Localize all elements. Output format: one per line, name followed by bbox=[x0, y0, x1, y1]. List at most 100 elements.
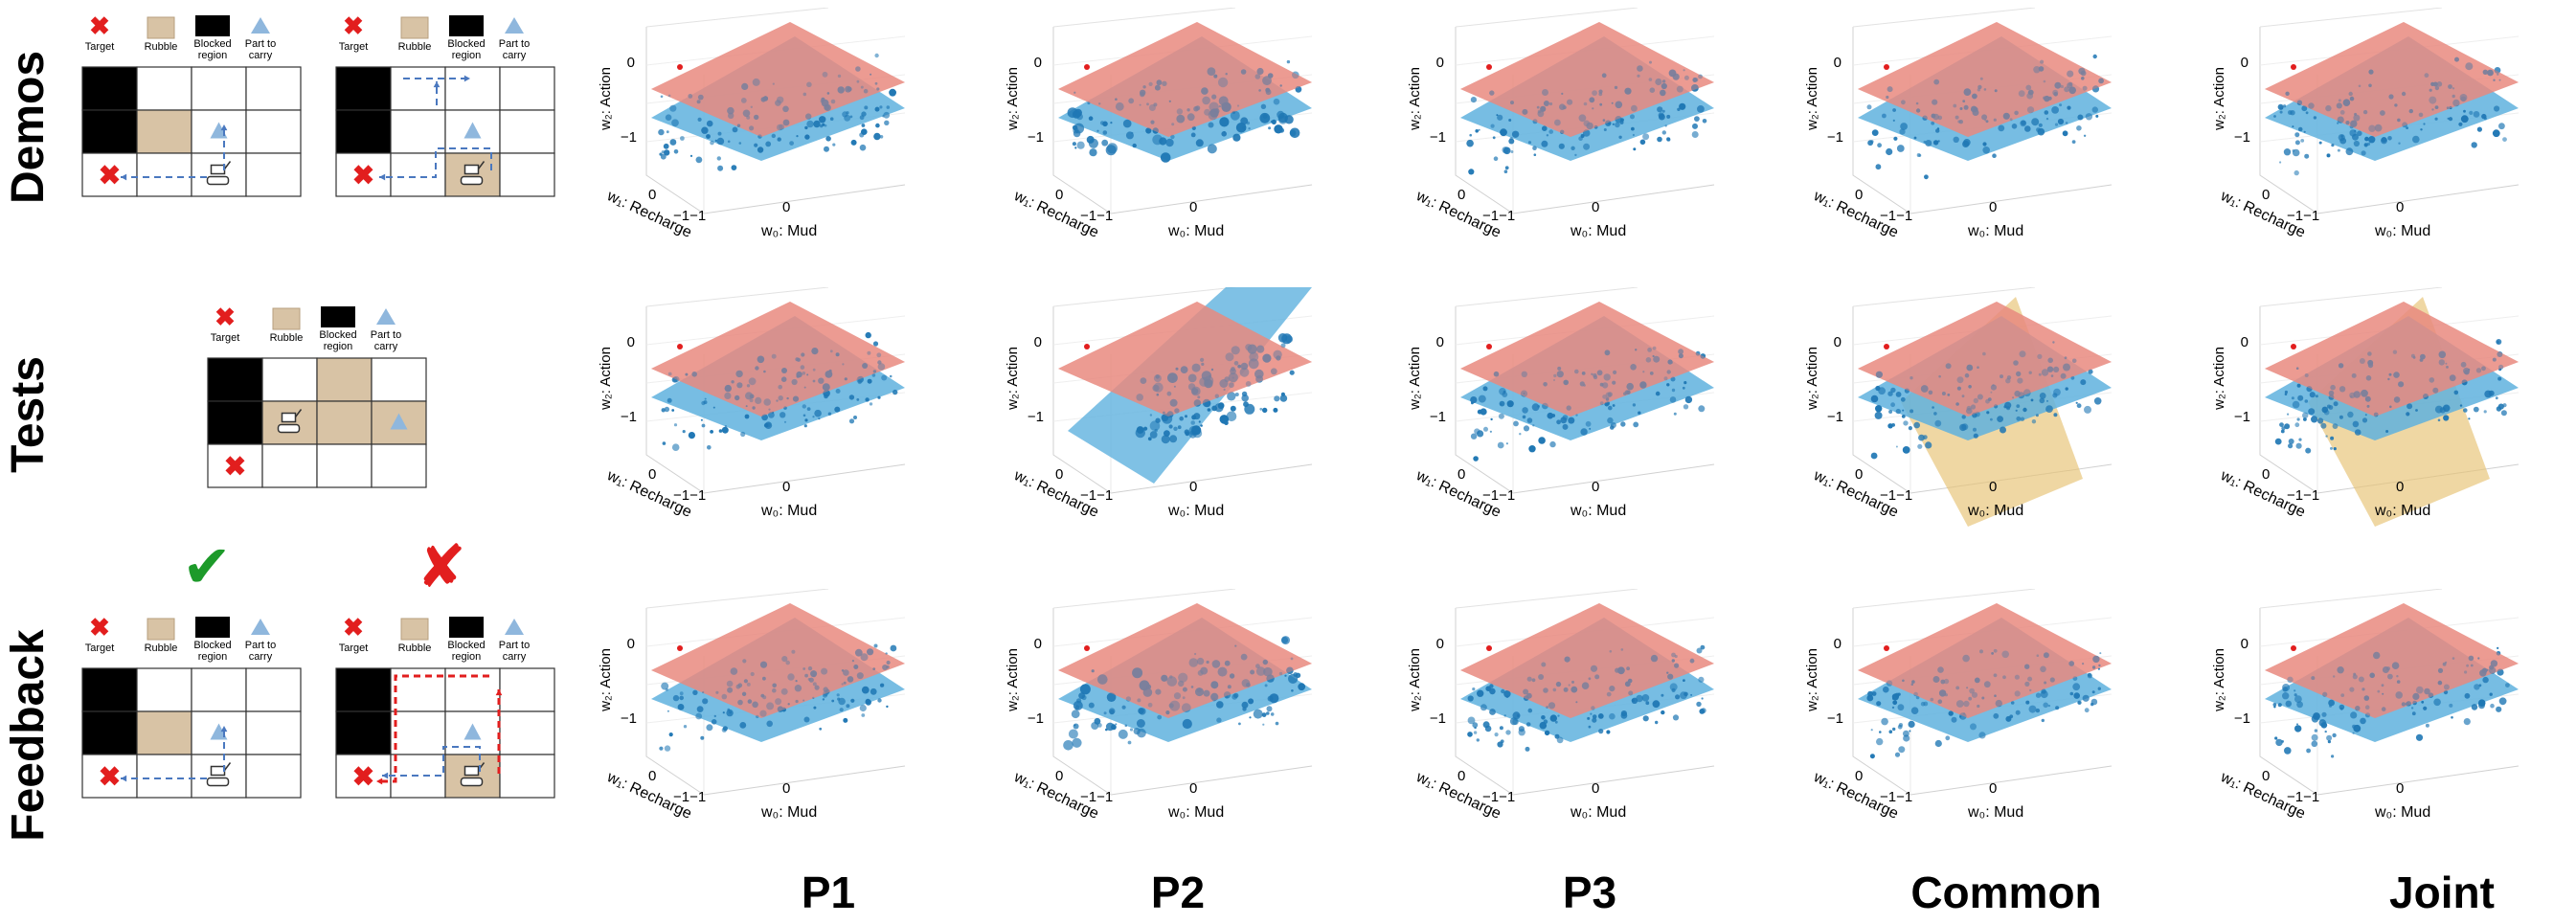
data-point bbox=[856, 376, 864, 384]
data-point bbox=[1531, 678, 1536, 683]
data-point bbox=[1546, 134, 1549, 137]
data-point bbox=[1504, 166, 1509, 170]
data-point bbox=[2352, 732, 2355, 734]
data-point bbox=[1098, 102, 1101, 105]
planes bbox=[651, 302, 905, 440]
data-point bbox=[716, 137, 725, 146]
data-point bbox=[2311, 416, 2318, 423]
data-point bbox=[1169, 700, 1181, 711]
data-point bbox=[1669, 396, 1677, 403]
data-point bbox=[1191, 125, 1196, 130]
data-point bbox=[2505, 683, 2510, 687]
data-point bbox=[1250, 669, 1255, 675]
tick-zero-y: 0 bbox=[627, 334, 635, 350]
data-point bbox=[1614, 85, 1618, 90]
tick-zero-w1: 0 bbox=[1457, 768, 1465, 784]
data-point bbox=[1670, 376, 1676, 382]
data-point bbox=[1206, 660, 1209, 665]
data-point bbox=[2011, 124, 2018, 129]
data-point bbox=[1538, 437, 1546, 444]
data-point bbox=[1661, 79, 1666, 83]
data-point bbox=[1962, 100, 1966, 102]
legend-rubble-label: Rubble bbox=[398, 642, 432, 654]
data-point bbox=[772, 687, 777, 693]
grid-cell bbox=[207, 443, 263, 488]
data-point bbox=[1866, 694, 1874, 702]
data-point bbox=[1608, 122, 1611, 125]
data-point bbox=[702, 690, 705, 694]
data-point bbox=[2460, 361, 2467, 368]
data-point bbox=[762, 96, 769, 101]
data-point bbox=[1281, 636, 1290, 645]
part-icon bbox=[251, 17, 270, 34]
grid-cell bbox=[371, 357, 427, 402]
data-point bbox=[2054, 81, 2062, 89]
data-point bbox=[1137, 698, 1141, 703]
data-point bbox=[727, 106, 734, 115]
axis-label-w2: w₂: Action bbox=[2211, 648, 2227, 712]
data-point bbox=[884, 120, 890, 125]
data-point bbox=[802, 404, 806, 409]
data-point bbox=[2279, 105, 2284, 110]
data-point bbox=[1195, 105, 1201, 111]
data-point bbox=[1983, 88, 1987, 91]
data-point bbox=[2275, 738, 2283, 747]
data-point bbox=[741, 691, 747, 696]
data-point bbox=[1899, 128, 1906, 135]
data-point bbox=[717, 165, 724, 171]
data-point bbox=[2342, 99, 2351, 106]
data-point bbox=[1564, 656, 1570, 663]
data-point bbox=[853, 665, 859, 669]
data-point bbox=[1876, 701, 1882, 707]
data-point bbox=[796, 374, 801, 378]
tick-neg1-y: −1 bbox=[2234, 710, 2250, 727]
data-point bbox=[663, 143, 669, 149]
data-point bbox=[1543, 101, 1549, 106]
red-plane-overlay bbox=[651, 302, 905, 417]
data-point bbox=[2419, 358, 2424, 362]
data-point bbox=[1262, 114, 1268, 119]
data-point bbox=[1596, 370, 1603, 376]
legend-part-label-2: carry bbox=[503, 651, 527, 663]
data-point bbox=[682, 430, 686, 434]
data-point bbox=[1270, 120, 1274, 124]
data-point bbox=[1262, 353, 1272, 363]
tick-neg1-pair: −1−1 bbox=[1080, 789, 1113, 805]
data-point bbox=[2333, 675, 2336, 678]
data-point bbox=[1700, 644, 1706, 650]
data-point bbox=[2073, 692, 2080, 699]
data-point bbox=[2063, 363, 2070, 372]
data-point bbox=[707, 445, 712, 450]
data-point bbox=[2010, 701, 2015, 705]
grid-cell bbox=[245, 710, 302, 755]
data-point bbox=[2385, 430, 2389, 433]
data-point bbox=[1578, 136, 1583, 141]
data-point bbox=[2464, 670, 2468, 674]
data-point bbox=[2308, 408, 2316, 416]
data-point bbox=[2328, 394, 2335, 400]
data-point bbox=[1281, 333, 1293, 345]
data-point bbox=[2317, 417, 2324, 424]
data-point bbox=[1230, 110, 1240, 121]
red-plane bbox=[1460, 22, 1714, 137]
data-point bbox=[2473, 406, 2479, 413]
data-point bbox=[1684, 395, 1693, 404]
data-point bbox=[1249, 716, 1252, 719]
data-point bbox=[1182, 696, 1186, 700]
data-point bbox=[1666, 671, 1669, 674]
data-point bbox=[689, 154, 693, 157]
data-point bbox=[1683, 404, 1689, 410]
tick-zero-w0: 0 bbox=[1189, 479, 1197, 495]
data-point bbox=[1990, 417, 1993, 421]
data-point bbox=[877, 395, 881, 399]
highlight-point bbox=[2291, 344, 2296, 349]
data-point bbox=[1217, 666, 1228, 677]
data-point bbox=[2022, 389, 2031, 397]
data-point bbox=[1073, 123, 1085, 134]
data-point bbox=[1575, 414, 1578, 417]
data-point bbox=[1560, 129, 1565, 134]
data-point bbox=[2476, 126, 2482, 132]
data-point bbox=[822, 71, 828, 78]
data-point bbox=[2449, 374, 2456, 382]
